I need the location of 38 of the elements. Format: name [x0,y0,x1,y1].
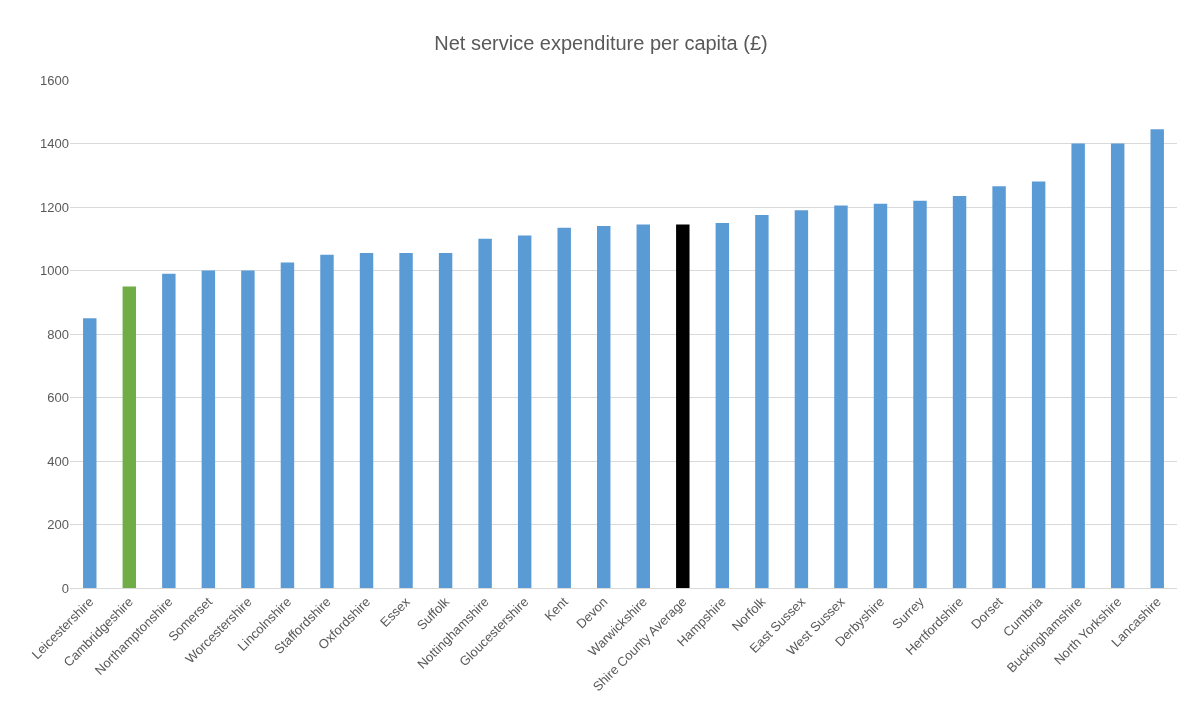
bar [1110,143,1125,588]
y-tick-label: 1000 [40,263,69,279]
bar [1031,181,1046,588]
bar [557,227,571,588]
bar [359,253,374,588]
bar [873,203,888,588]
bar [1150,129,1164,588]
bar [715,222,730,588]
bar [201,270,216,588]
y-tick-label: 200 [47,517,69,533]
bar [952,195,967,588]
y-tick-label: 1400 [40,136,69,152]
bar [834,205,848,588]
bar [280,262,295,588]
bar [636,224,650,588]
bar [676,224,690,588]
y-tick-label: 0 [61,580,69,596]
bar [320,254,334,588]
y-tick-label: 1600 [40,72,69,88]
bar [755,214,769,588]
bar [241,270,255,588]
bar [597,226,611,588]
bar [83,318,97,588]
chart-title: Net service expenditure per capita (£) [434,32,768,55]
bar [122,286,137,588]
y-tick-label: 400 [47,453,69,469]
bar [517,235,532,588]
bar [438,253,453,588]
bar [399,253,413,588]
bar [913,200,927,588]
bar [478,238,492,588]
y-tick-label: 1200 [40,199,69,215]
bar [794,210,809,588]
y-tick-label: 600 [47,390,69,406]
bar [992,186,1006,588]
bar [162,273,176,588]
bar [1071,143,1085,588]
y-tick-label: 800 [47,326,69,342]
